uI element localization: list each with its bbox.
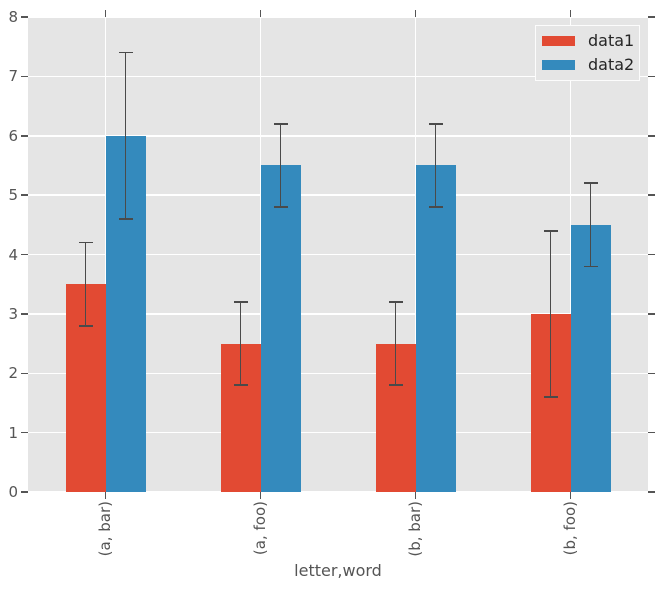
y-tick-right — [648, 431, 655, 434]
legend-swatch-data1 — [542, 36, 575, 47]
error-bar-line-data2-2 — [434, 123, 437, 207]
error-bar-cap-bottom-data2-2 — [428, 206, 443, 208]
legend-item-data2: data2 — [542, 54, 635, 74]
error-bar-cap-bottom-data2-0 — [118, 218, 133, 220]
x-tick-bottom — [259, 492, 262, 499]
x-tick-label: (b, foo) — [561, 501, 579, 556]
x-tick-top — [569, 10, 572, 17]
y-tick-right — [648, 75, 655, 78]
y-tick-left — [21, 431, 28, 434]
error-bar-line-data1-3 — [549, 230, 552, 397]
error-bar-cap-top-data2-1 — [273, 123, 288, 125]
gridline-h — [28, 372, 648, 374]
gridline-h — [28, 491, 648, 493]
error-bar-cap-bottom-data1-1 — [233, 384, 248, 386]
error-bar-cap-bottom-data2-1 — [273, 206, 288, 208]
error-bar-cap-bottom-data2-3 — [583, 265, 598, 268]
y-tick-label: 8 — [8, 8, 18, 26]
x-tick-top — [259, 10, 262, 17]
x-tick-bottom — [104, 492, 107, 499]
y-tick-left — [21, 491, 28, 493]
y-tick-label: 0 — [8, 483, 18, 501]
error-bar-line-data2-1 — [279, 123, 282, 207]
gridline-h — [28, 16, 648, 18]
y-tick-label: 1 — [8, 423, 18, 442]
bar-data2-2 — [415, 165, 456, 492]
error-bar-cap-top-data2-0 — [118, 51, 133, 54]
gridline-h — [28, 431, 648, 434]
y-tick-right — [648, 194, 655, 196]
y-tick-label: 4 — [8, 245, 18, 264]
legend-swatch-data2 — [542, 59, 575, 70]
y-tick-label: 5 — [8, 186, 18, 205]
gridline-h — [28, 253, 648, 256]
x-tick-top — [104, 10, 107, 17]
y-tick-right — [648, 135, 655, 137]
y-tick-left — [21, 135, 28, 137]
error-bar-line-data2-3 — [589, 183, 592, 267]
x-tick-label: (a, bar) — [96, 501, 114, 557]
x-tick-bottom — [569, 492, 572, 499]
x-tick-label: (a, foo) — [251, 501, 269, 556]
y-tick-right — [648, 313, 655, 315]
y-tick-left — [21, 194, 28, 196]
error-bar-line-data2-0 — [124, 52, 127, 219]
x-tick-label: (b, bar) — [406, 501, 424, 557]
error-bar-line-data1-0 — [84, 242, 87, 326]
y-tick-label: 2 — [8, 364, 18, 383]
bar-data2-1 — [260, 165, 301, 492]
error-bar-cap-top-data2-3 — [583, 182, 598, 185]
y-tick-left — [21, 16, 28, 18]
y-tick-right — [648, 253, 655, 256]
error-bar-cap-top-data1-0 — [78, 241, 93, 244]
legend-item-data1: data1 — [542, 31, 635, 51]
error-bar-cap-bottom-data1-3 — [543, 396, 558, 398]
error-bar-line-data1-2 — [394, 302, 397, 386]
error-bar-cap-top-data1-2 — [388, 301, 403, 303]
y-tick-label: 6 — [8, 126, 18, 145]
y-tick-label: 3 — [8, 304, 18, 323]
x-tick-top — [414, 10, 417, 17]
gridline-h — [28, 75, 648, 78]
y-tick-right — [648, 16, 655, 18]
gridline-h — [28, 313, 648, 315]
y-tick-left — [21, 372, 28, 374]
y-tick-label: 7 — [8, 67, 18, 86]
y-tick-right — [648, 491, 655, 493]
y-tick-left — [21, 313, 28, 315]
x-axis-title: letter,word — [294, 561, 382, 580]
error-bar-cap-bottom-data1-0 — [78, 324, 93, 327]
legend-label-data2: data2 — [588, 54, 635, 74]
y-tick-left — [21, 253, 28, 256]
y-tick-left — [21, 75, 28, 78]
x-tick-bottom — [414, 492, 417, 499]
legend-label-data1: data1 — [588, 31, 635, 51]
error-bar-cap-bottom-data1-2 — [388, 384, 403, 386]
chart-legend: data1 data2 — [535, 25, 640, 81]
error-bar-cap-top-data1-1 — [233, 301, 248, 303]
y-tick-right — [648, 372, 655, 374]
bar-data2-3 — [570, 224, 611, 492]
gridline-h — [28, 194, 648, 196]
gridline-h — [28, 135, 648, 137]
error-bar-line-data1-1 — [239, 302, 242, 386]
error-bar-cap-top-data2-2 — [428, 123, 443, 125]
error-bar-cap-top-data1-3 — [543, 229, 558, 232]
